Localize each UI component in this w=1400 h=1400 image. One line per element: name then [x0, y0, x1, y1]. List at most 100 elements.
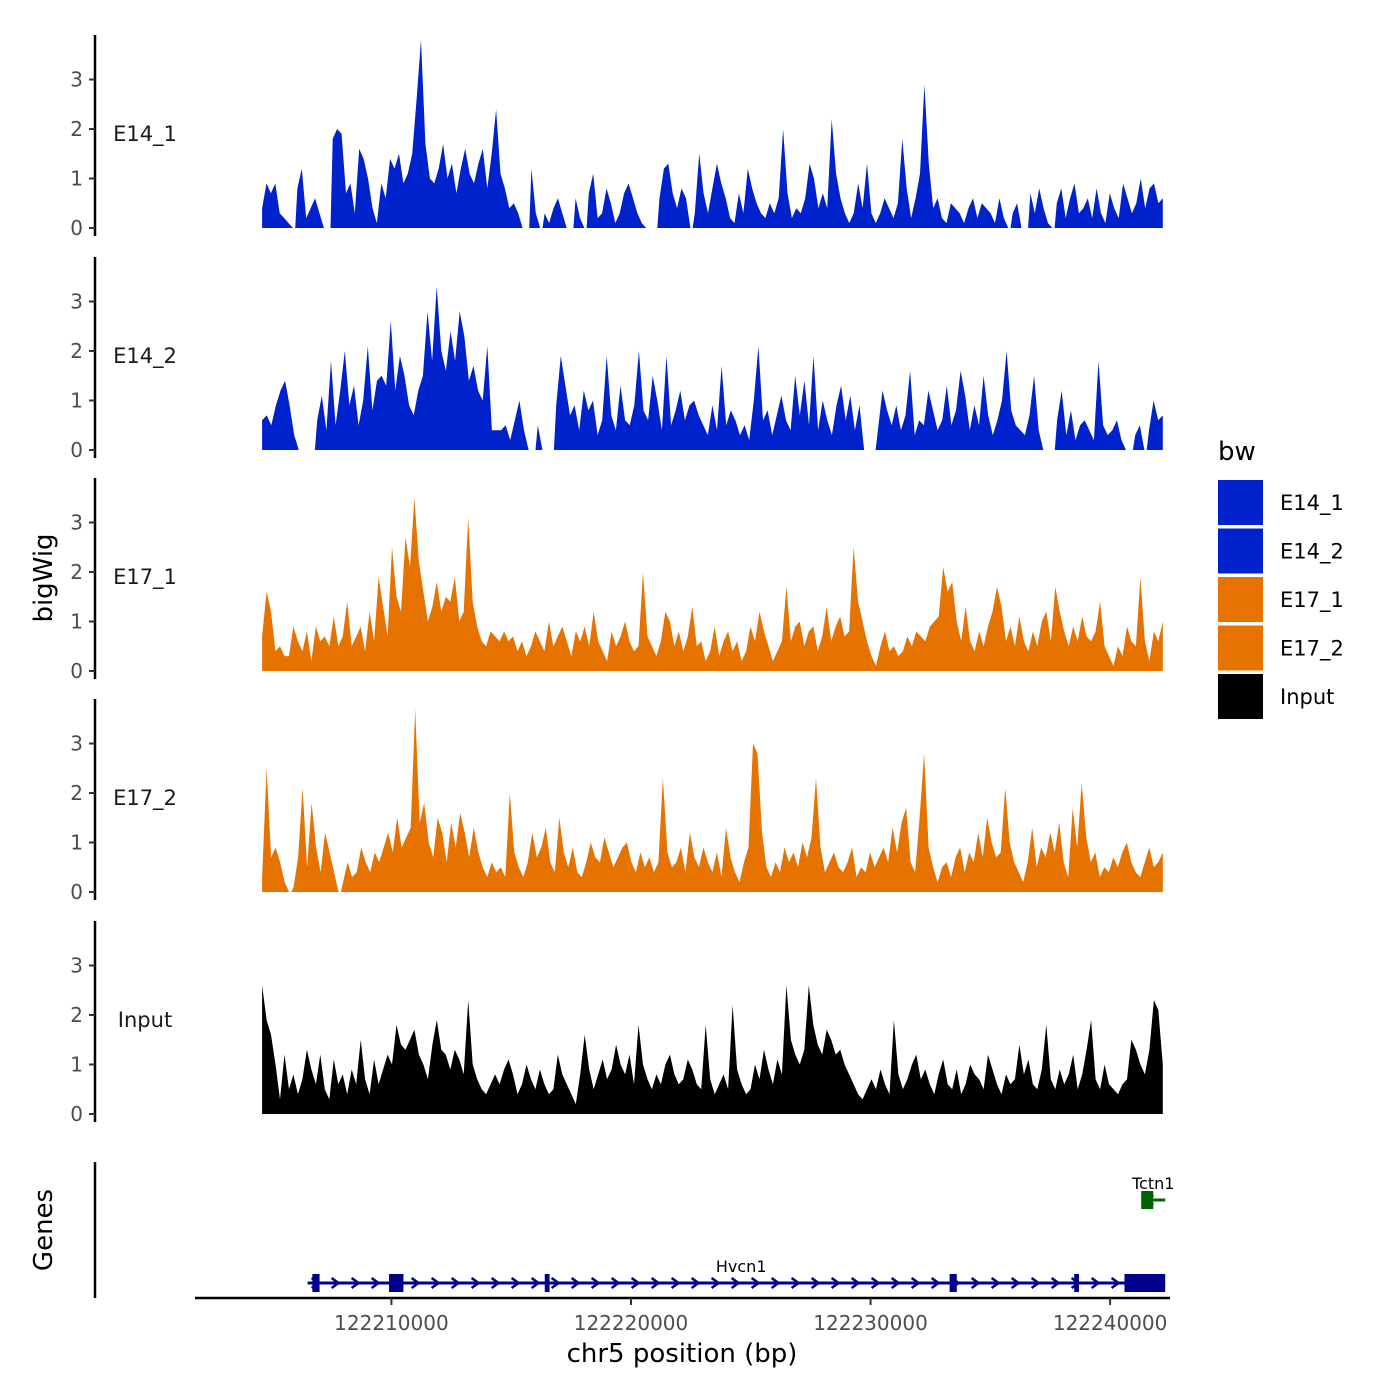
- y-tick-label: 0: [70, 1102, 83, 1126]
- gene-exon: [544, 1274, 550, 1292]
- strand-arrow: [630, 1276, 641, 1290]
- x-tick-label: 122240000: [1053, 1311, 1168, 1335]
- gene-exon: [1124, 1274, 1166, 1292]
- y-tick-label: 3: [70, 732, 83, 756]
- strand-arrow: [750, 1276, 761, 1290]
- strand-arrow: [530, 1276, 541, 1290]
- legend-label: Input: [1280, 685, 1334, 709]
- legend-swatch: [1218, 480, 1263, 525]
- coverage-segment: [1028, 188, 1053, 228]
- strand-arrow: [1010, 1276, 1021, 1290]
- legend-label: E17_2: [1280, 637, 1344, 662]
- coverage-segment: [875, 351, 1044, 450]
- strand-arrow: [790, 1276, 801, 1290]
- strand-arrow: [990, 1276, 1001, 1290]
- legend: bw E14_1 E14_2 E17_1 E17_2 Input: [1218, 437, 1344, 719]
- coverage-segment: [529, 168, 541, 228]
- legend-swatch: [1218, 528, 1263, 574]
- y-tick-label: 2: [70, 781, 83, 805]
- y-tick-label: 3: [70, 954, 83, 978]
- coverage-segment: [553, 346, 865, 450]
- y-tick-label: 1: [70, 610, 83, 634]
- strand-arrow: [650, 1276, 661, 1290]
- y-axis-title: bigWig: [29, 533, 59, 622]
- strand-arrow: [690, 1276, 701, 1290]
- gene-exon: [1141, 1191, 1154, 1209]
- coverage-segment: [262, 768, 290, 892]
- strand-arrow: [510, 1276, 521, 1290]
- strand-arrow: [1110, 1276, 1121, 1290]
- gene-exon: [1074, 1274, 1079, 1292]
- y-tick-label: 3: [70, 511, 83, 535]
- strand-arrow: [850, 1276, 861, 1290]
- coverage-segment: [314, 286, 529, 450]
- coverage-segment: [262, 497, 1163, 671]
- gene-panel: Hvcn1 Tctn1: [93, 1162, 1174, 1298]
- coverage-segment: [1054, 360, 1126, 450]
- legend-swatch: [1218, 577, 1263, 622]
- coverage-area: [262, 497, 1163, 671]
- strand-arrow: [890, 1276, 901, 1290]
- strand-arrow: [910, 1276, 921, 1290]
- coverage-segment: [330, 39, 523, 229]
- coverage-segment: [692, 84, 1009, 228]
- legend-item-e17_2: E17_2: [1218, 625, 1344, 671]
- strand-arrow: [870, 1276, 881, 1290]
- legend-item-e14_1: E14_1: [1218, 480, 1344, 525]
- strand-arrow: [430, 1276, 441, 1290]
- legend-item-e14_2: E14_2: [1218, 528, 1344, 574]
- x-tick-label: 122220000: [574, 1311, 689, 1335]
- coverage-segment: [586, 173, 647, 228]
- strand-arrow: [610, 1276, 621, 1290]
- y-tick-label: 0: [70, 659, 83, 683]
- coverage-segment: [262, 380, 299, 450]
- y-tick-label: 1: [70, 831, 83, 855]
- strand-arrow: [710, 1276, 721, 1290]
- track-label: Input: [118, 1008, 172, 1032]
- legend-label: E14_2: [1280, 540, 1344, 565]
- genes-axis-title: Genes: [29, 1189, 59, 1271]
- coverage-segment: [295, 168, 324, 228]
- gene-label: Tctn1: [1131, 1174, 1174, 1193]
- track-label: E17_2: [113, 786, 177, 811]
- coverage-segment: [1132, 425, 1145, 450]
- coverage-segment: [535, 425, 543, 450]
- strand-arrow: [410, 1276, 421, 1290]
- coverage-segment: [1010, 203, 1022, 228]
- y-tick-label: 1: [70, 167, 83, 191]
- gene-tctn1: Tctn1: [1131, 1174, 1174, 1209]
- strand-arrow: [730, 1276, 741, 1290]
- strand-arrow: [570, 1276, 581, 1290]
- track-e17_2: 0 1 2 3 E17_2: [70, 698, 1163, 904]
- y-tick-label: 2: [70, 1003, 83, 1027]
- track-e14_1: 0 1 2 3 E14_1: [70, 34, 1163, 240]
- legend-swatch: [1218, 674, 1263, 719]
- x-tick-label: 122230000: [813, 1311, 928, 1335]
- strand-arrow: [930, 1276, 941, 1290]
- y-tick-label: 2: [70, 117, 83, 141]
- y-tick-label: 3: [70, 290, 83, 314]
- coverage-segment: [262, 183, 293, 228]
- coverage-segment: [542, 198, 567, 228]
- y-tick-label: 1: [70, 389, 83, 413]
- strand-arrow: [490, 1276, 501, 1290]
- strand-arrow: [550, 1276, 561, 1290]
- coverage-area: [262, 39, 1163, 229]
- strand-arrow: [590, 1276, 601, 1290]
- coverage-area: [262, 286, 1163, 450]
- coverage-segment: [291, 788, 339, 892]
- strand-arrow: [810, 1276, 821, 1290]
- strand-arrow: [450, 1276, 461, 1290]
- track-e17_1: 0 1 2 3 E17_1: [70, 477, 1163, 683]
- track-label: E14_2: [113, 344, 177, 369]
- coverage-area: [262, 708, 1163, 892]
- strand-arrow: [670, 1276, 681, 1290]
- track-label: E14_1: [113, 122, 177, 147]
- strand-arrow: [350, 1276, 361, 1290]
- strand-arrow: [470, 1276, 481, 1290]
- legend-label: E14_1: [1280, 491, 1344, 516]
- strand-arrow: [330, 1276, 341, 1290]
- y-tick-label: 0: [70, 438, 83, 462]
- x-axis: 122210000 122220000 122230000 122240000: [195, 1296, 1170, 1335]
